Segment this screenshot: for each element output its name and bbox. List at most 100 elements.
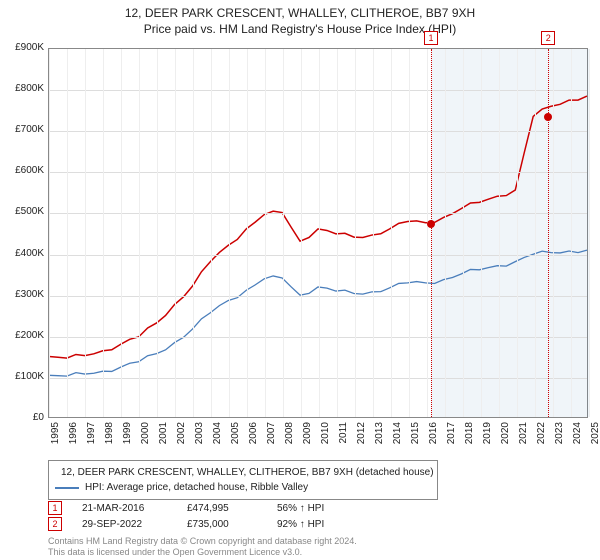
x-axis-label: 2016: [428, 422, 439, 452]
chart-gridline: [355, 49, 356, 417]
chart-gridline: [535, 49, 536, 417]
chart-gridline: [571, 49, 572, 417]
chart-gridline: [229, 49, 230, 417]
x-axis-label: 2012: [356, 422, 367, 452]
chart-gridline: [175, 49, 176, 417]
footnote-line: This data is licensed under the Open Gov…: [48, 547, 357, 558]
chart-gridline: [409, 49, 410, 417]
legend-row: HPI: Average price, detached house, Ribb…: [55, 480, 431, 495]
x-axis-label: 2013: [374, 422, 385, 452]
chart-gridline: [301, 49, 302, 417]
y-axis-label: £300K: [4, 289, 44, 300]
chart-gridline: [247, 49, 248, 417]
x-axis-label: 1995: [50, 422, 61, 452]
y-axis-label: £0: [4, 412, 44, 423]
chart-gridline: [49, 378, 587, 379]
x-axis-label: 2015: [410, 422, 421, 452]
x-axis-label: 2001: [158, 422, 169, 452]
transaction-badge: 1: [48, 501, 62, 515]
table-row: 2 29-SEP-2022 £735,000 92% ↑ HPI: [48, 516, 324, 532]
chart-plot-area: 12: [48, 48, 588, 418]
transaction-date: 21-MAR-2016: [82, 503, 167, 514]
chart-marker-line: [548, 49, 549, 417]
transactions-table: 1 21-MAR-2016 £474,995 56% ↑ HPI 2 29-SE…: [48, 500, 324, 532]
x-axis-label: 2019: [482, 422, 493, 452]
chart-subtitle: Price paid vs. HM Land Registry's House …: [0, 20, 600, 36]
chart-gridline: [517, 49, 518, 417]
chart-gridline: [319, 49, 320, 417]
chart-gridline: [139, 49, 140, 417]
x-axis-label: 1999: [122, 422, 133, 452]
chart-gridline: [49, 337, 587, 338]
x-axis-label: 2011: [338, 422, 349, 452]
legend-label: HPI: Average price, detached house, Ribb…: [85, 480, 308, 495]
x-axis-label: 2006: [248, 422, 259, 452]
x-axis-label: 1998: [104, 422, 115, 452]
chart-gridline: [589, 49, 590, 417]
chart-gridline: [211, 49, 212, 417]
transaction-pct: 56% ↑ HPI: [277, 503, 324, 514]
x-axis-label: 1996: [68, 422, 79, 452]
chart-marker-badge: 1: [424, 31, 438, 45]
transaction-price: £735,000: [187, 519, 257, 530]
chart-gridline: [373, 49, 374, 417]
chart-marker-dot: [427, 220, 435, 228]
y-axis-label: £100K: [4, 371, 44, 382]
x-axis-label: 2000: [140, 422, 151, 452]
chart-title: 12, DEER PARK CRESCENT, WHALLEY, CLITHER…: [0, 0, 600, 20]
x-axis-label: 2020: [500, 422, 511, 452]
footnote: Contains HM Land Registry data © Crown c…: [48, 536, 357, 558]
y-axis-label: £400K: [4, 248, 44, 259]
chart-gridline: [553, 49, 554, 417]
chart-gridline: [427, 49, 428, 417]
chart-gridline: [337, 49, 338, 417]
chart-container: 12, DEER PARK CRESCENT, WHALLEY, CLITHER…: [0, 0, 600, 560]
transaction-price: £474,995: [187, 503, 257, 514]
x-axis-label: 2014: [392, 422, 403, 452]
footnote-line: Contains HM Land Registry data © Crown c…: [48, 536, 357, 547]
x-axis-label: 2017: [446, 422, 457, 452]
chart-gridline: [463, 49, 464, 417]
x-axis-label: 2005: [230, 422, 241, 452]
chart-gridline: [283, 49, 284, 417]
chart-gridline: [445, 49, 446, 417]
chart-gridline: [265, 49, 266, 417]
legend-label: 12, DEER PARK CRESCENT, WHALLEY, CLITHER…: [61, 465, 434, 480]
x-axis-label: 2007: [266, 422, 277, 452]
transaction-badge: 2: [48, 517, 62, 531]
x-axis-label: 1997: [86, 422, 97, 452]
x-axis-label: 2004: [212, 422, 223, 452]
x-axis-label: 2022: [536, 422, 547, 452]
chart-gridline: [391, 49, 392, 417]
chart-marker-line: [431, 49, 432, 417]
chart-series-line: [49, 250, 587, 376]
y-axis-label: £200K: [4, 330, 44, 341]
x-axis-label: 2021: [518, 422, 529, 452]
x-axis-label: 2024: [572, 422, 583, 452]
x-axis-label: 2025: [590, 422, 600, 452]
y-axis-label: £900K: [4, 42, 44, 53]
chart-gridline: [49, 131, 587, 132]
chart-gridline: [49, 213, 587, 214]
chart-gridline: [481, 49, 482, 417]
y-axis-label: £800K: [4, 83, 44, 94]
chart-gridline: [67, 49, 68, 417]
y-axis-label: £700K: [4, 124, 44, 135]
transaction-date: 29-SEP-2022: [82, 519, 167, 530]
chart-series-svg: [49, 49, 587, 417]
chart-gridline: [121, 49, 122, 417]
x-axis-label: 2018: [464, 422, 475, 452]
chart-gridline: [157, 49, 158, 417]
chart-gridline: [193, 49, 194, 417]
chart-gridline: [499, 49, 500, 417]
chart-gridline: [85, 49, 86, 417]
y-axis-label: £600K: [4, 165, 44, 176]
table-row: 1 21-MAR-2016 £474,995 56% ↑ HPI: [48, 500, 324, 516]
legend-swatch-icon: [55, 487, 79, 489]
chart-legend: 12, DEER PARK CRESCENT, WHALLEY, CLITHER…: [48, 460, 438, 500]
x-axis-label: 2009: [302, 422, 313, 452]
x-axis-label: 2023: [554, 422, 565, 452]
chart-marker-badge: 2: [541, 31, 555, 45]
chart-gridline: [103, 49, 104, 417]
x-axis-label: 2003: [194, 422, 205, 452]
